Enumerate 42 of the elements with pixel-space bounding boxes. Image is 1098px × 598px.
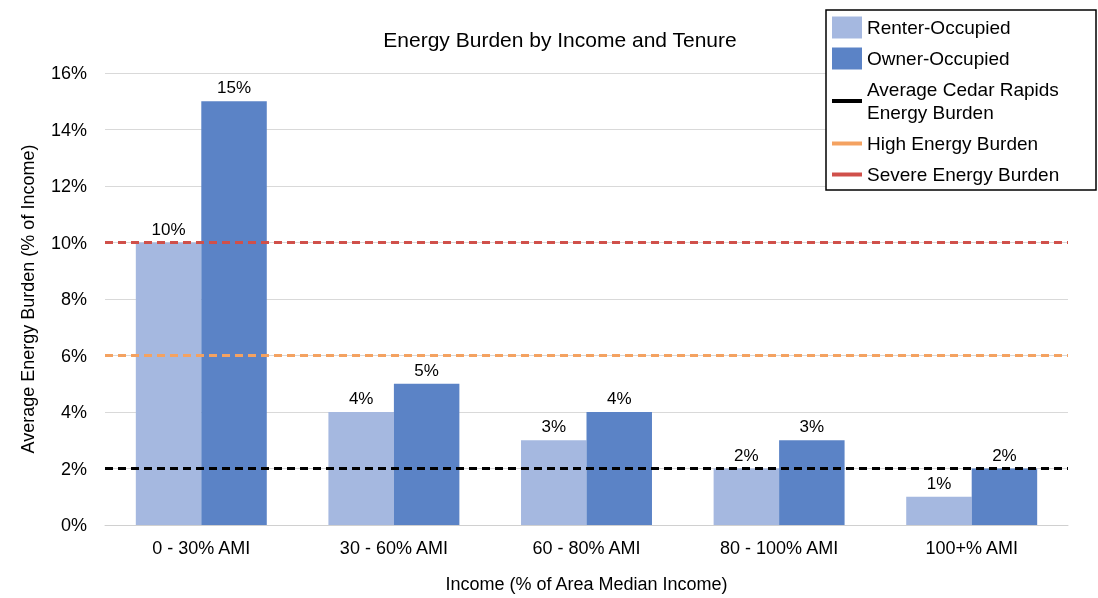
y-tick-label: 14% <box>50 119 87 140</box>
chart-title: Energy Burden by Income and Tenure <box>383 28 737 51</box>
x-tick-label: 60 - 80% AMI <box>532 538 641 558</box>
y-tick-label: 2% <box>60 458 87 479</box>
bar <box>713 468 780 525</box>
data-label: 3% <box>541 417 567 437</box>
data-label: 1% <box>926 473 952 493</box>
data-label: 10% <box>151 219 186 239</box>
x-tick-label: 100+% AMI <box>925 538 1018 558</box>
bar <box>135 242 202 525</box>
data-label: 4% <box>348 389 374 408</box>
x-tick-label: 0 - 30% AMI <box>152 538 251 558</box>
data-label: 2% <box>992 445 1017 465</box>
y-tick-label: 12% <box>50 176 87 196</box>
bar <box>521 440 587 525</box>
legend-label: Owner-Occupied <box>867 48 1010 69</box>
legend-label: High Energy Burden <box>867 133 1039 154</box>
y-tick-label: 8% <box>60 289 87 309</box>
bar <box>586 412 652 525</box>
data-label: 2% <box>734 445 759 465</box>
bar <box>393 383 460 525</box>
bar <box>201 101 267 525</box>
x-tick-label: 80 - 100% AMI <box>720 538 839 558</box>
data-label: 3% <box>799 417 825 437</box>
data-label: 5% <box>414 360 439 380</box>
bar <box>779 440 845 525</box>
x-axis-title: Income (% of Area Median Income) <box>445 574 728 594</box>
data-label: 15% <box>217 78 252 98</box>
y-tick-label: 10% <box>50 232 87 253</box>
y-tick-label: 0% <box>60 515 87 535</box>
y-tick-label: 4% <box>60 402 87 422</box>
legend-label: Severe Energy Burden <box>867 164 1060 185</box>
y-axis-title: Average Energy Burden (% of Income) <box>18 144 38 454</box>
x-tick-label: 30 - 60% AMI <box>339 538 448 558</box>
bar <box>971 468 1038 525</box>
y-tick-label: 6% <box>60 345 87 366</box>
data-label: 4% <box>606 389 632 408</box>
bar <box>328 412 394 525</box>
y-tick-label: 16% <box>50 63 87 83</box>
legend-label: Average Cedar Rapids Energy Burden <box>867 79 1065 123</box>
bar <box>906 496 972 525</box>
legend-label: Renter-Occupied <box>867 17 1011 38</box>
